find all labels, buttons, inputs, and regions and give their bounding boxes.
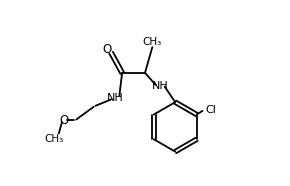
Text: NH: NH	[152, 81, 168, 91]
Text: CH₃: CH₃	[143, 37, 162, 47]
Text: Cl: Cl	[205, 105, 216, 115]
Text: O: O	[60, 114, 69, 127]
Text: NH: NH	[107, 93, 124, 103]
Text: CH₃: CH₃	[45, 134, 64, 144]
Text: O: O	[102, 43, 111, 56]
